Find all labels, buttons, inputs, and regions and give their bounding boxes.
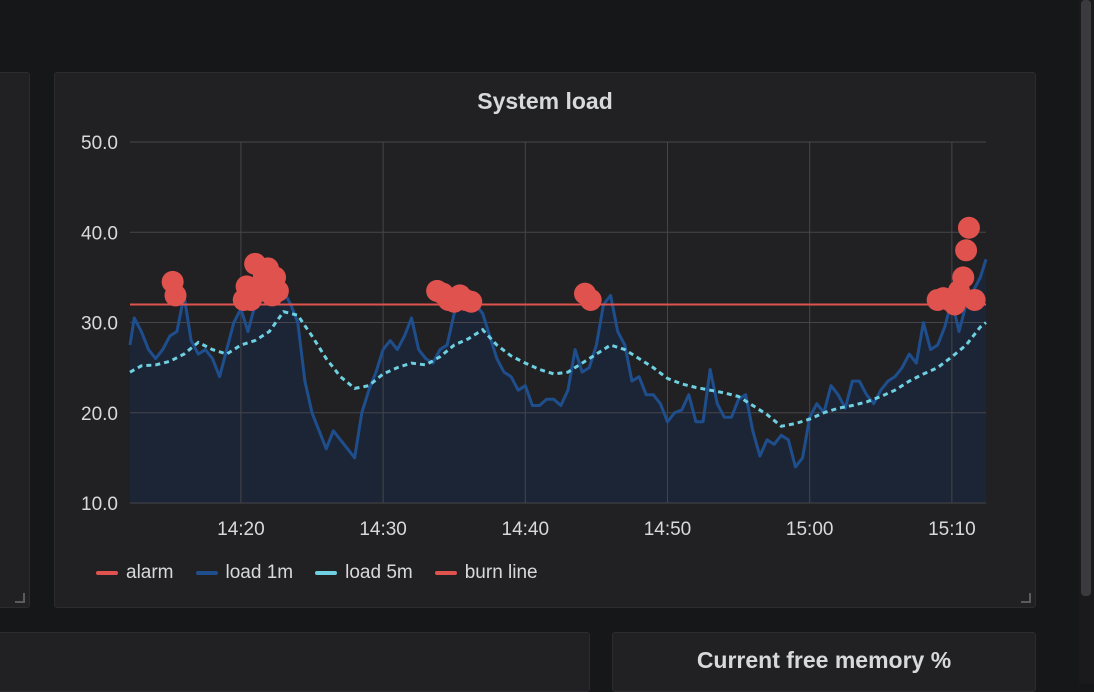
x-tick-label: 14:50	[644, 519, 692, 540]
legend-swatch	[315, 571, 338, 575]
system-load-panel: System load	[54, 72, 1036, 608]
legend-item-load-1m[interactable]: load 1m	[195, 562, 294, 584]
legend-swatch	[434, 571, 457, 575]
legend-swatch	[96, 571, 118, 575]
resize-handle[interactable]	[1021, 593, 1031, 603]
legend-label: alarm	[126, 562, 174, 583]
legend-label: burn line	[464, 562, 538, 583]
alarm-point	[460, 290, 483, 313]
x-tick-label: 14:20	[217, 519, 265, 540]
y-tick-label: 10.0	[81, 494, 118, 515]
panel-title[interactable]: System load	[477, 88, 613, 114]
resize-handle[interactable]	[15, 593, 25, 603]
legend-item-alarm[interactable]: alarm	[96, 562, 174, 584]
x-tick-label: 15:10	[928, 519, 976, 540]
legend-item-burn-line[interactable]: burn line	[434, 562, 538, 584]
legend-swatch	[195, 571, 218, 575]
x-tick-label: 14:40	[502, 519, 550, 540]
alarm-point	[164, 284, 187, 307]
y-tick-label: 20.0	[81, 404, 118, 425]
alarm-point	[952, 266, 975, 289]
free-memory-panel: Current free memory %	[612, 632, 1036, 692]
alarm-point	[957, 216, 980, 239]
alarm-point	[266, 279, 289, 302]
x-tick-label: 15:00	[786, 519, 834, 540]
legend-item-load-5m[interactable]: load 5m	[315, 562, 413, 584]
x-tick-label: 14:30	[359, 519, 407, 540]
y-tick-label: 40.0	[81, 223, 118, 244]
bottom-left-panel	[0, 632, 590, 692]
load-1m-area-fill	[130, 259, 986, 503]
y-tick-label: 50.0	[81, 133, 118, 154]
chart-legend: alarm load 1m load 5m burn line	[96, 562, 538, 584]
alarm-point	[579, 288, 602, 311]
alarm-point	[955, 239, 978, 262]
alarm-point	[963, 288, 986, 311]
legend-label: load 1m	[225, 562, 294, 583]
y-tick-label: 30.0	[81, 314, 118, 335]
page-scrollbar-thumb[interactable]	[1081, 0, 1091, 596]
left-panel	[0, 72, 30, 608]
legend-label: load 5m	[345, 562, 413, 583]
load-5m-series-line	[129, 309, 987, 428]
panel-title[interactable]: Current free memory %	[696, 647, 952, 673]
